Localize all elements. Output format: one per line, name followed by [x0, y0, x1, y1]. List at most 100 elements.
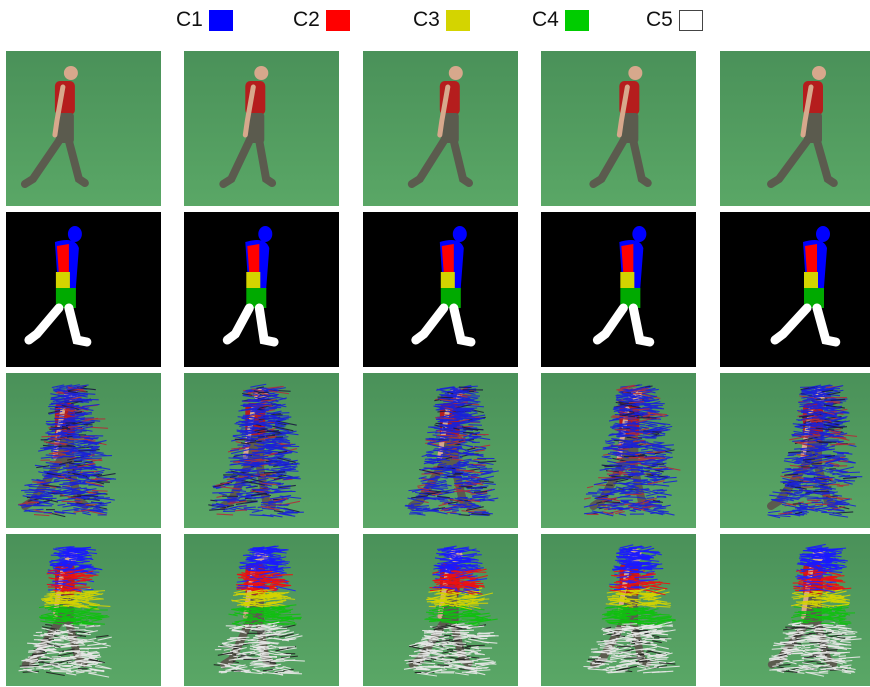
mask-c5-left-leg: [770, 303, 812, 345]
legend-item-c4: C4: [532, 6, 589, 34]
arm: [52, 84, 66, 138]
panel-photo-1: [6, 51, 161, 206]
mask-c4-thigh: [246, 288, 267, 308]
motion-vectors: [767, 384, 863, 519]
panel-clustered-vectors-3: [363, 534, 518, 686]
body-part-mask: [222, 226, 279, 347]
head: [448, 66, 463, 80]
panel-segmentation-mask-2: [184, 212, 339, 367]
arm: [616, 84, 630, 138]
arm: [800, 84, 814, 138]
mask-c2-chest: [247, 244, 260, 274]
mask-c1-head: [632, 226, 647, 242]
legend-swatch-c3: [445, 9, 470, 31]
mask-c1-head: [67, 226, 82, 242]
motion-vectors: [404, 384, 499, 516]
panel-segmentation-mask-5: [720, 212, 870, 367]
mask-c4-thigh: [620, 288, 641, 308]
head: [254, 66, 269, 80]
motion-vectors: [583, 384, 681, 517]
head: [63, 66, 78, 80]
mask-c5-left-leg: [592, 303, 628, 345]
mask-c5-right-leg: [628, 303, 655, 347]
right-leg: [629, 137, 652, 187]
body-part-mask: [770, 226, 841, 347]
hips: [246, 113, 265, 143]
panel-motion-vectors-3: [363, 373, 518, 528]
left-leg: [589, 137, 628, 188]
mask-c5-right-leg: [449, 303, 476, 347]
mask-c4-thigh: [55, 288, 76, 308]
person-figure: [589, 66, 652, 188]
arm: [242, 84, 256, 138]
mask-c4-thigh: [440, 288, 461, 308]
arm: [437, 84, 451, 138]
left-leg: [20, 137, 63, 188]
mask-c1-head: [816, 226, 830, 242]
mask-c5-right-leg: [64, 303, 92, 347]
panel-photo-5: [720, 51, 870, 206]
mask-c3-arm: [620, 272, 635, 288]
mask-c3-arm: [55, 272, 70, 288]
clustered-motion-vectors: [403, 545, 499, 677]
body-part-mask: [592, 226, 655, 347]
panel-photo-2: [184, 51, 339, 206]
legend-swatch-c5: [678, 9, 703, 31]
mask-c2-chest: [805, 244, 817, 274]
mask-c5-right-leg: [254, 303, 279, 347]
body-part-mask: [411, 226, 476, 347]
legend-label: C3: [413, 8, 440, 31]
legend-item-c1: C1: [176, 6, 233, 34]
head: [628, 66, 643, 80]
clustered-motion-vectors: [769, 543, 862, 677]
legend: C1 C2 C3 C4 C5: [0, 0, 870, 44]
person-figure: [219, 66, 277, 188]
left-leg: [219, 137, 254, 188]
panel-clustered-vectors-2: [184, 534, 339, 686]
hips: [804, 113, 822, 143]
panel-clustered-vectors-4: [541, 534, 696, 686]
person-figure: [407, 66, 473, 188]
right-leg: [64, 618, 89, 668]
right-leg: [449, 137, 473, 187]
hips: [55, 113, 74, 143]
mask-c2-chest: [621, 244, 634, 274]
panel-motion-vectors-4: [541, 373, 696, 528]
mask-c5-left-leg: [411, 303, 449, 345]
left-leg: [407, 137, 448, 188]
motion-vectors: [17, 384, 117, 518]
left-leg: [767, 137, 811, 188]
right-leg: [813, 137, 838, 187]
body-part-mask: [24, 226, 92, 347]
legend-label: C1: [176, 8, 203, 31]
hips: [620, 113, 639, 143]
mask-c4-thigh: [804, 288, 824, 308]
mask-c3-arm: [440, 272, 455, 288]
clustered-motion-vectors: [18, 546, 112, 678]
head: [812, 66, 826, 80]
mask-c3-arm: [246, 272, 261, 288]
panel-photo-3: [363, 51, 518, 206]
motion-vectors: [208, 383, 304, 518]
mask-c2-chest: [441, 244, 454, 274]
panel-photo-4: [541, 51, 696, 206]
legend-label: C4: [532, 8, 559, 31]
mask-c5-right-leg: [812, 303, 841, 347]
mask-c2-chest: [56, 244, 69, 274]
panel-segmentation-mask-4: [541, 212, 696, 367]
legend-label: C2: [293, 8, 320, 31]
right-leg: [255, 137, 277, 187]
legend-label: C5: [646, 8, 673, 31]
legend-item-c3: C3: [413, 6, 470, 34]
mask-c1-head: [258, 226, 273, 242]
legend-swatch-c4: [564, 9, 589, 31]
panel-motion-vectors-2: [184, 373, 339, 528]
mask-c5-left-leg: [24, 303, 64, 345]
panel-segmentation-mask-1: [6, 212, 161, 367]
panel-clustered-vectors-5: [720, 534, 870, 686]
right-leg: [813, 618, 838, 668]
mask-c3-arm: [804, 272, 818, 288]
person-figure: [767, 66, 838, 188]
legend-item-c5: C5: [646, 6, 703, 34]
panel-motion-vectors-1: [6, 373, 161, 528]
